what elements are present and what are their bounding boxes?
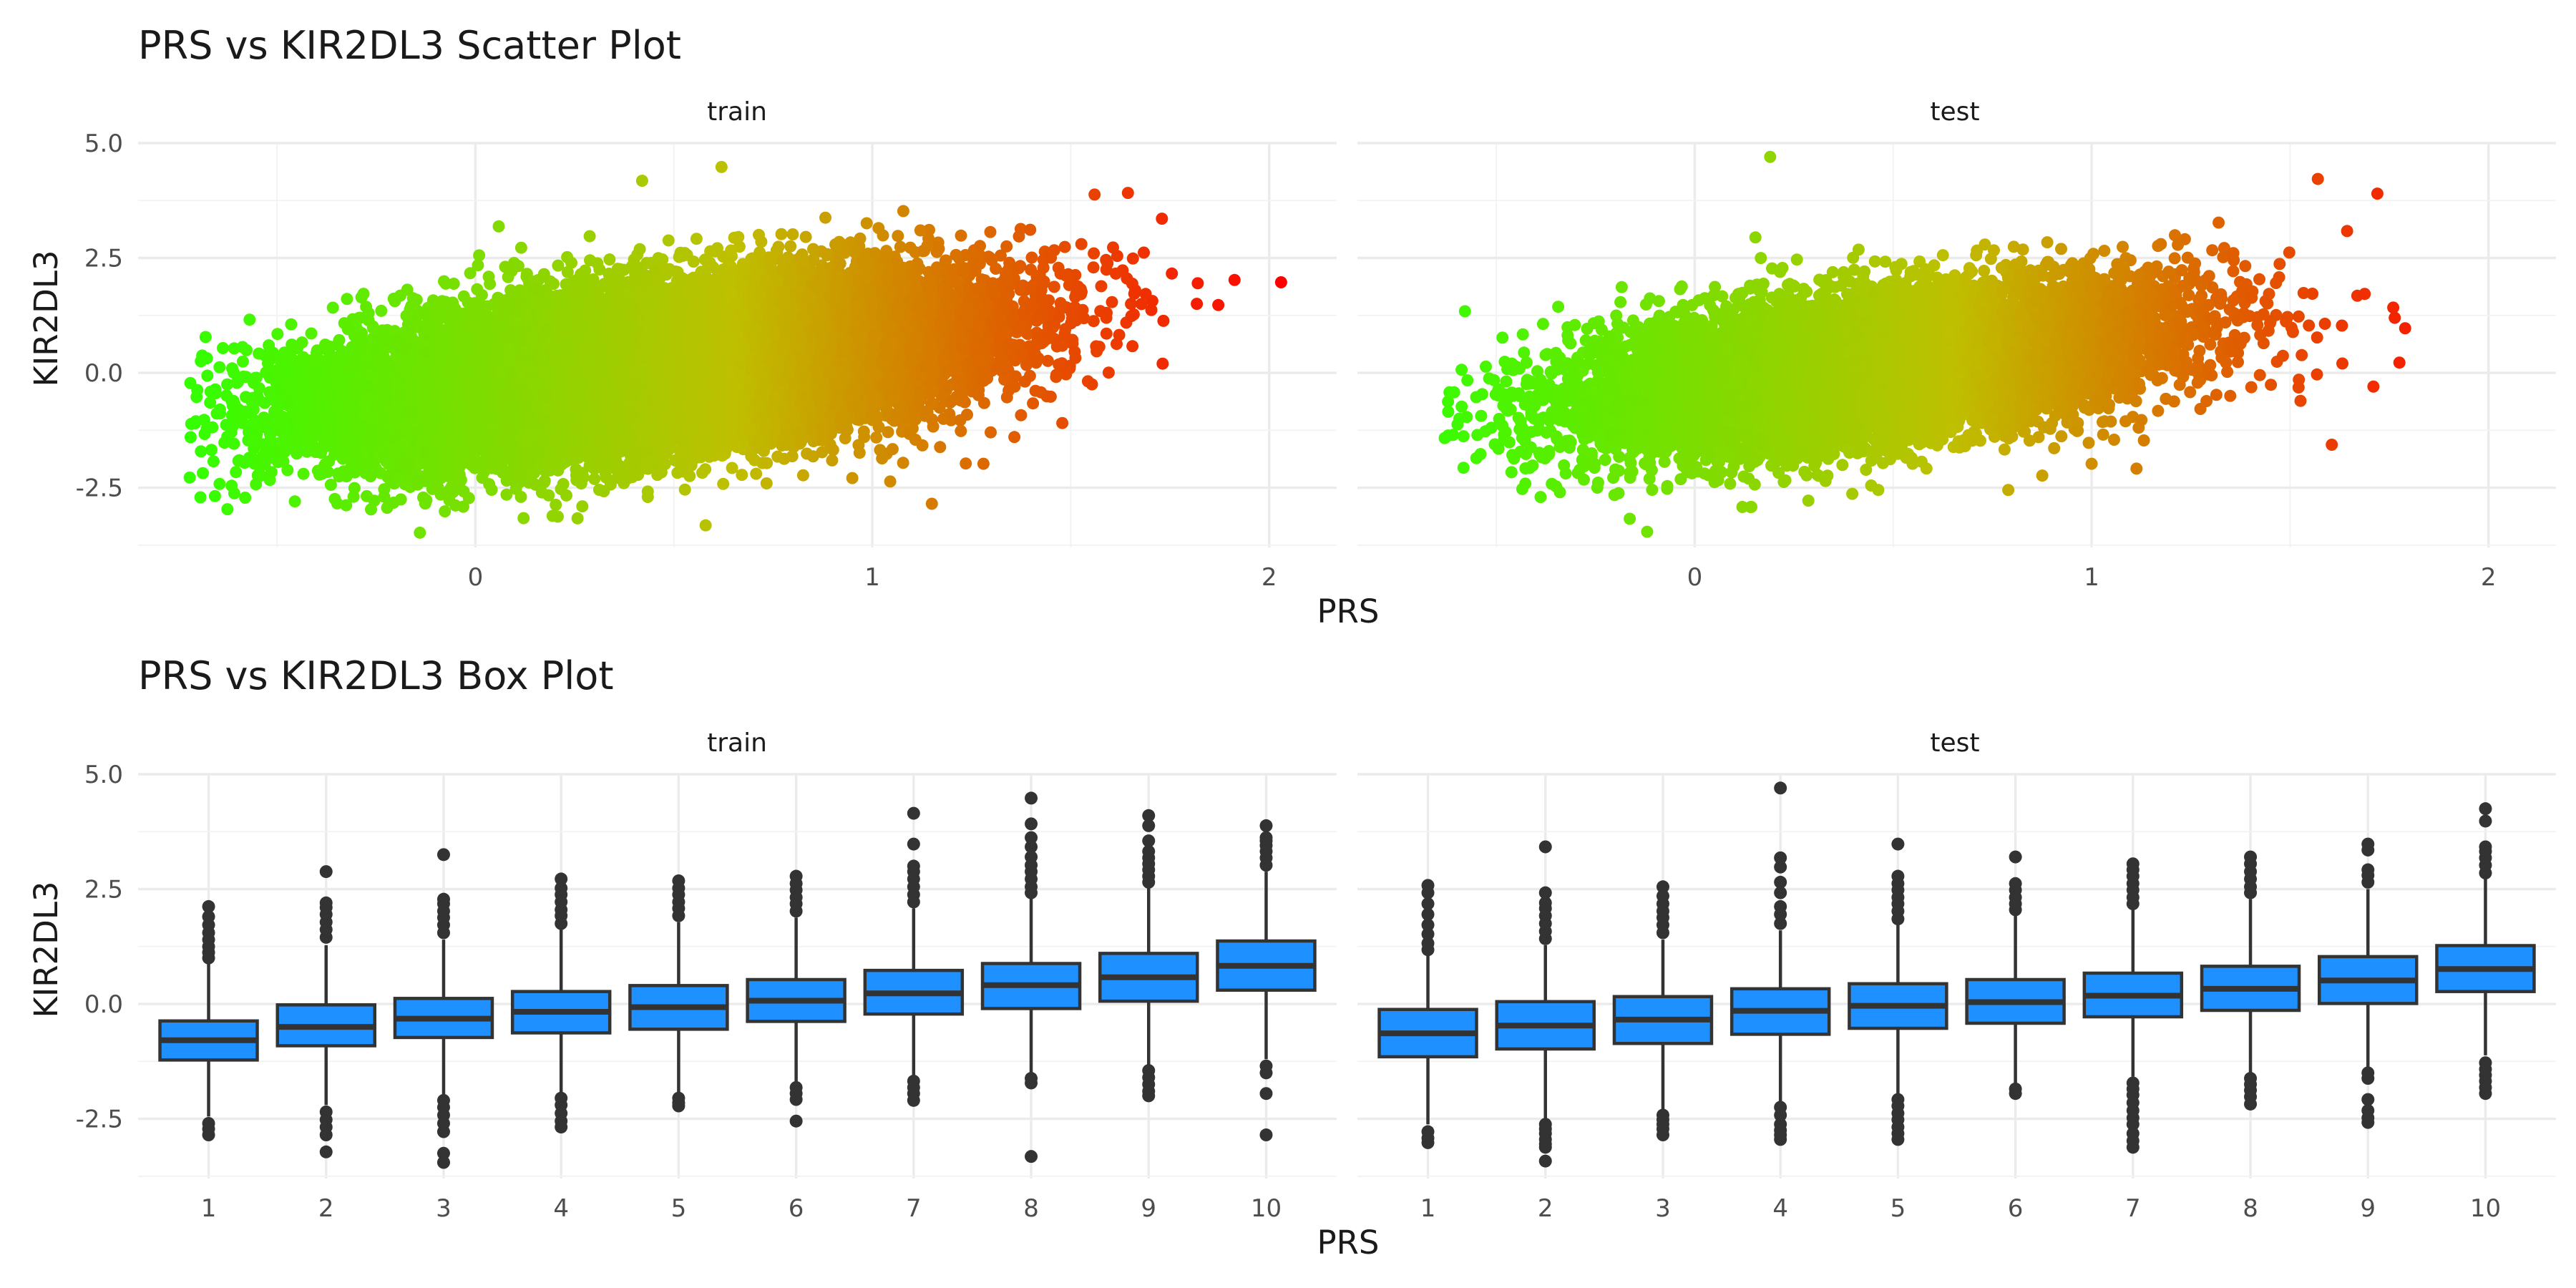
scatter-point (726, 462, 738, 474)
scatter-strip-train: train (707, 97, 767, 127)
scatter-x-tick-labels-train: 0 1 2 (468, 563, 1277, 592)
scatter-points-train (183, 160, 1287, 539)
scatter-point (592, 484, 605, 496)
scatter-x-tick-label: 0 (468, 563, 484, 592)
scatter-point (1027, 397, 1040, 410)
scatter-point (213, 361, 226, 374)
scatter-x-tick-label: 2 (1262, 563, 1277, 592)
scatter-y-tick-label: 5.0 (84, 130, 123, 158)
scatter-point (341, 293, 353, 306)
scatter-point (750, 467, 763, 480)
scatter-x-tick-labels-test: 0 1 2 (1687, 563, 2497, 592)
scatter-point (897, 457, 909, 469)
scatter-y-tick-labels: 5.0 2.5 0.0 -2.5 (76, 130, 123, 503)
scatter-x-tick-label: 1 (2084, 563, 2099, 592)
scatter-point (217, 342, 229, 354)
scatter-point (201, 369, 214, 382)
scatter-point (678, 483, 691, 496)
scatter-point (571, 512, 584, 525)
scatter-point (1087, 261, 1100, 274)
scatter-point (1008, 431, 1021, 444)
scatter-point (288, 495, 301, 508)
scatter-x-tick-label: 2 (2481, 563, 2497, 592)
scatter-y-tick-label: -2.5 (76, 474, 123, 503)
scatter-point (271, 328, 284, 341)
scatter-point (736, 469, 748, 482)
scatter-point (775, 228, 788, 240)
scatter-point (297, 467, 310, 480)
scatter-x-tick-label: 1 (864, 563, 880, 592)
scatter-y-tick-label: 0.0 (84, 359, 123, 388)
scatter-y-tick-label: 2.5 (84, 245, 123, 273)
scatter-strip-test: test (1930, 97, 1979, 127)
scatter-x-tick-label: 0 (1687, 563, 1703, 592)
scatter-point (897, 205, 909, 218)
scatter-title: PRS vs KIR2DL3 Scatter Plot (138, 23, 681, 68)
